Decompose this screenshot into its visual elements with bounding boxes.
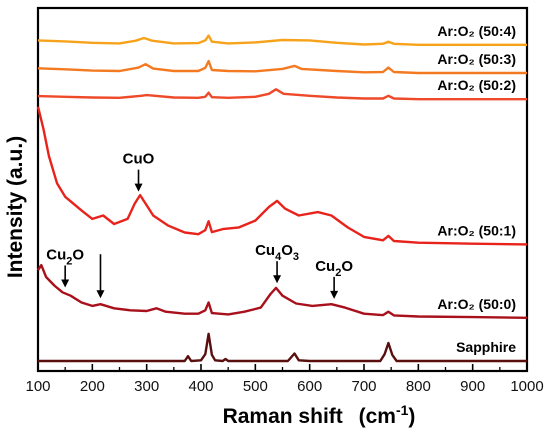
series-label-5: Sapphire	[456, 339, 516, 355]
x-tick-label: 400	[188, 378, 213, 395]
annotation-arrowhead-2	[96, 290, 105, 299]
annotation-arrowhead-1	[61, 279, 70, 288]
annotation-label-0: CuO	[123, 151, 155, 168]
series-line-1	[37, 59, 527, 75]
x-tick-label: 800	[406, 378, 431, 395]
x-tick-label: 100	[25, 378, 50, 395]
series-line-3	[36, 106, 528, 246]
annotation-label-3: Cu4O3	[255, 242, 299, 263]
x-axis-title-close: )	[408, 405, 415, 428]
annotation-arrowhead-4	[330, 290, 339, 299]
x-tick-label: 500	[243, 378, 268, 395]
series-labels: Ar:O₂ (50:4) Ar:O₂ (50:3) Ar:O₂ (50:2) Ar:O…	[437, 23, 516, 355]
series-label-0: Ar:O₂ (50:4)	[437, 23, 516, 39]
annotation-label-1: Cu2O	[46, 246, 84, 267]
series-label-2: Ar:O₂ (50:2)	[437, 77, 516, 93]
x-axis-title-exp: -1	[396, 402, 409, 418]
series-line-5	[38, 332, 527, 363]
x-tick-label: 700	[351, 378, 376, 395]
series-line-2	[37, 88, 527, 101]
x-axis-title-main: Raman shift	[223, 405, 343, 428]
series-label-3: Ar:O₂ (50:1)	[437, 222, 516, 238]
series-line-0	[37, 34, 527, 46]
annotation-arrowhead-3	[273, 275, 282, 284]
annotation-label-4: Cu2O	[315, 258, 353, 279]
series-group	[36, 34, 528, 363]
x-tick-label: 1000	[510, 378, 543, 395]
x-tick-label: 900	[460, 378, 485, 395]
series-label-4: Ar:O₂ (50:0)	[437, 296, 516, 312]
y-axis-title: Intensity (a.u.)	[4, 136, 27, 278]
x-axis-title-unit: (cm	[359, 405, 396, 428]
x-tick-label: 200	[80, 378, 105, 395]
annotations: CuO Cu2O Cu4O3 Cu2O	[46, 151, 353, 299]
series-line-4	[36, 263, 528, 319]
axes: 100 200 300 400 500 600 700 800 900 1000	[25, 6, 544, 395]
x-tick-label: 600	[297, 378, 322, 395]
x-tick-label: 300	[134, 378, 159, 395]
series-label-1: Ar:O₂ (50:3)	[437, 51, 516, 67]
annotation-arrowhead-0	[134, 183, 143, 192]
x-axis-title: Raman shift (cm-1)	[223, 402, 416, 428]
